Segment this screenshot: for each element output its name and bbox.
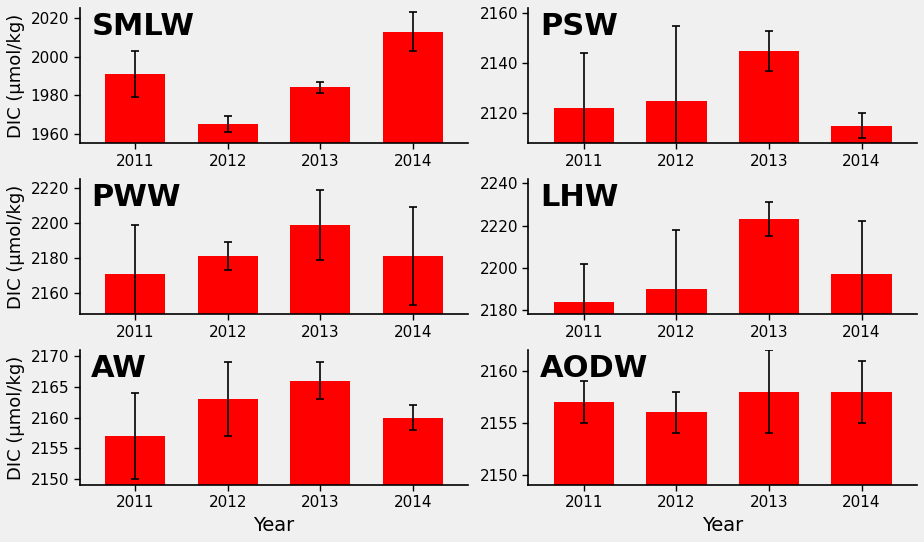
Bar [739, 220, 799, 314]
Bar [553, 402, 614, 485]
Bar [383, 31, 443, 143]
Text: LHW: LHW [541, 183, 618, 212]
Bar [739, 392, 799, 485]
Bar [553, 301, 614, 314]
Bar [832, 126, 892, 143]
Bar [290, 87, 350, 143]
Bar [198, 256, 258, 314]
Text: PSW: PSW [541, 12, 618, 41]
Bar [290, 381, 350, 485]
Bar [290, 225, 350, 314]
Bar [647, 289, 707, 314]
Bar [383, 417, 443, 485]
Bar [105, 74, 165, 143]
Bar [647, 101, 707, 143]
Y-axis label: DIC (μmol/kg): DIC (μmol/kg) [7, 185, 25, 309]
Bar [647, 412, 707, 485]
Text: AODW: AODW [541, 354, 649, 383]
X-axis label: Year: Year [702, 516, 744, 535]
Bar [739, 51, 799, 143]
Text: SMLW: SMLW [91, 12, 194, 41]
Bar [553, 108, 614, 143]
Y-axis label: DIC (μmol/kg): DIC (μmol/kg) [7, 356, 25, 480]
Y-axis label: DIC (μmol/kg): DIC (μmol/kg) [7, 14, 25, 138]
Bar [105, 274, 165, 314]
Bar [832, 392, 892, 485]
Text: PWW: PWW [91, 183, 181, 212]
Bar [383, 256, 443, 314]
Bar [198, 124, 258, 143]
Text: AW: AW [91, 354, 147, 383]
Bar [832, 274, 892, 314]
Bar [198, 399, 258, 485]
X-axis label: Year: Year [253, 516, 295, 535]
Bar [105, 436, 165, 485]
